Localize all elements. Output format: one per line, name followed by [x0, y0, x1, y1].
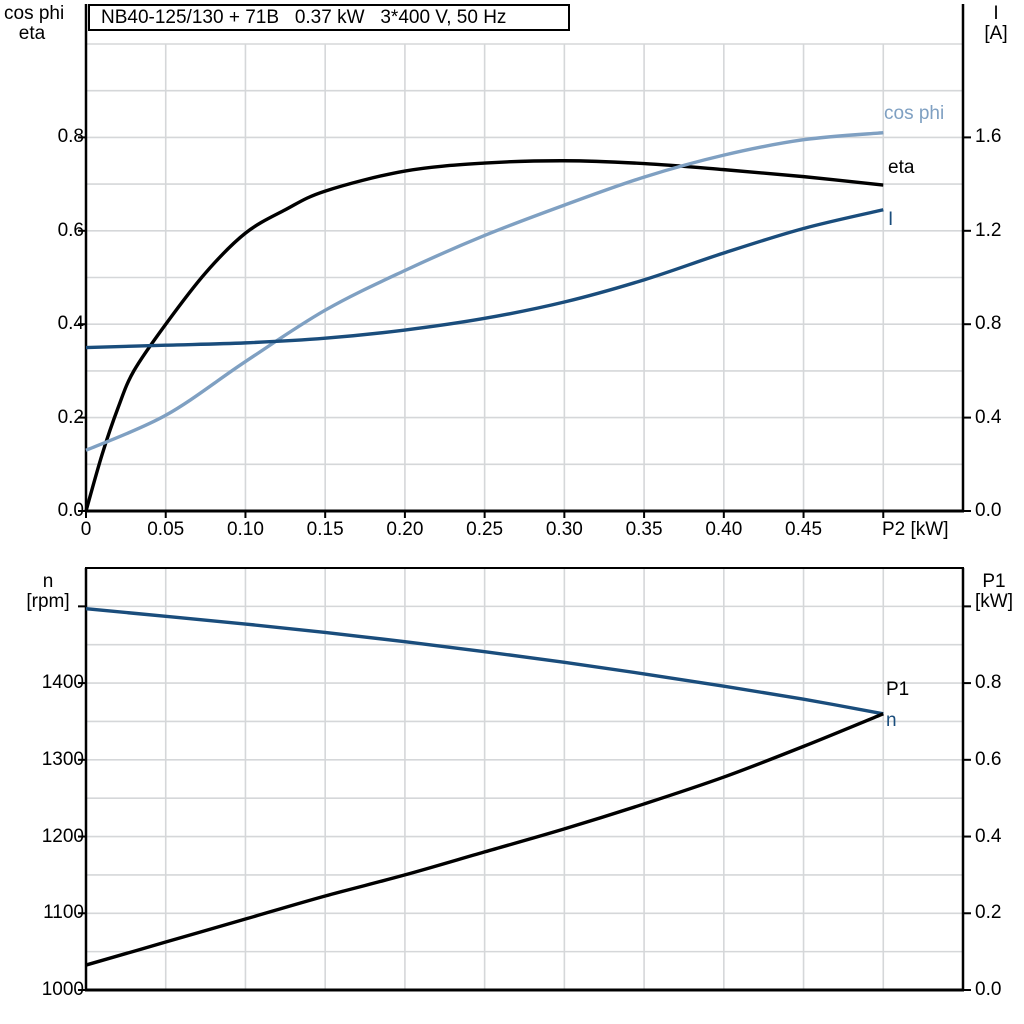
right-tick-label: 0.0	[975, 500, 1002, 521]
curve-i	[85, 208, 884, 350]
curve-eta	[84, 159, 884, 512]
chart-title: NB40-125/130 + 71B 0.37 kW 3*400 V, 50 H…	[101, 6, 507, 28]
left-tick-label: 0.0	[57, 500, 84, 521]
right-tick-label: 0.4	[975, 825, 1002, 847]
curve-n	[85, 606, 884, 716]
chart-title-box: NB40-125/130 + 71B 0.37 kW 3*400 V, 50 H…	[88, 4, 570, 31]
left-tick-label: 1200	[41, 825, 84, 847]
x-tick-label: 0.10	[226, 519, 264, 540]
right-tick-label: 0.4	[975, 406, 1002, 428]
x-tick-label: 0.40	[705, 519, 743, 540]
curve-label-eta: eta	[888, 157, 915, 178]
right-tick-label: 1.6	[975, 126, 1002, 148]
bottom-right-axis-title-unit: [kW]	[975, 591, 1013, 612]
left-tick-label: 0.8	[57, 126, 84, 148]
curve-label-n: n	[886, 710, 897, 731]
curve-p1	[85, 712, 884, 967]
right-tick-label: 1.2	[975, 219, 1002, 241]
top-left-axis-title-eta: eta	[18, 23, 46, 44]
top-right-axis-title-unit: [A]	[984, 23, 1008, 44]
x-tick-label: 0.05	[147, 519, 185, 540]
curve-label-cos-phi: cos phi	[884, 103, 945, 124]
right-tick-label: 0.8	[975, 313, 1002, 335]
x-tick-label: 0.15	[306, 519, 344, 540]
bottom-right-axis-title-p1: P1	[982, 571, 1006, 592]
x-tick-label: 0	[80, 519, 92, 540]
bottom-left-axis-title-n: n	[42, 571, 54, 592]
right-tick-label: 0.8	[975, 672, 1002, 694]
left-tick-label: 1400	[41, 672, 84, 694]
left-tick-label: 0.4	[57, 313, 84, 335]
x-tick-label: 0.20	[386, 519, 424, 540]
x-tick-label: 0.30	[545, 519, 583, 540]
x-tick-label: 0.45	[785, 519, 823, 540]
top-right-axis-title-i: I	[993, 3, 999, 24]
curve-label-p1: P1	[886, 679, 910, 700]
bottom-left-axis-title-unit: [rpm]	[26, 591, 70, 612]
left-tick-label: 1100	[43, 902, 84, 924]
right-tick-label: 0.0	[975, 979, 1002, 1000]
curve-label-current: I	[888, 209, 894, 230]
curve-cos-phi	[85, 131, 884, 452]
right-tick-label: 0.6	[975, 748, 1002, 770]
left-tick-label: 0.6	[57, 219, 84, 241]
x-axis-title-p2: P2 [kW]	[882, 519, 949, 540]
left-tick-label: 1000	[41, 979, 84, 1000]
left-tick-label: 1300	[41, 748, 84, 770]
right-tick-label: 0.2	[975, 902, 1002, 924]
left-tick-label: 0.2	[57, 406, 84, 428]
top-left-axis-title-cosphi: cos phi	[4, 3, 65, 24]
x-tick-label: 0.35	[625, 519, 663, 540]
x-tick-label: 0.25	[466, 519, 504, 540]
